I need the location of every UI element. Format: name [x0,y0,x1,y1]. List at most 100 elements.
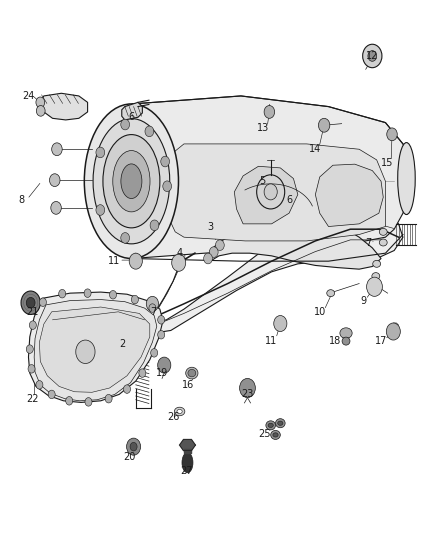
Circle shape [163,181,172,191]
Polygon shape [210,219,381,269]
Circle shape [264,184,277,200]
Text: 21: 21 [27,307,39,317]
Circle shape [158,357,171,373]
Text: 12: 12 [366,51,378,61]
Ellipse shape [373,260,381,267]
Ellipse shape [182,453,193,473]
Ellipse shape [113,150,150,212]
Circle shape [76,340,95,364]
Polygon shape [122,102,142,120]
Circle shape [52,143,62,156]
Text: 24: 24 [22,91,35,101]
Ellipse shape [186,367,198,379]
Text: 7: 7 [150,307,156,317]
Circle shape [39,298,46,306]
Ellipse shape [379,239,387,246]
Circle shape [386,323,400,340]
Ellipse shape [188,369,196,377]
Text: 26: 26 [167,412,179,422]
Circle shape [48,390,55,399]
Ellipse shape [276,419,285,427]
Text: 2: 2 [120,339,126,349]
Text: 4: 4 [177,248,183,258]
Circle shape [36,106,45,116]
Polygon shape [153,208,403,333]
Ellipse shape [273,433,278,437]
Text: 17: 17 [375,336,387,346]
Circle shape [145,126,154,136]
Circle shape [84,289,91,297]
Circle shape [121,232,130,243]
Circle shape [274,316,287,332]
Ellipse shape [177,409,182,414]
Polygon shape [166,144,385,241]
Circle shape [368,51,377,61]
Text: 10: 10 [314,307,326,317]
Circle shape [28,365,35,373]
Circle shape [26,297,35,308]
Text: 23: 23 [241,390,254,399]
Polygon shape [315,164,383,227]
Circle shape [318,118,330,132]
Text: 11: 11 [108,256,120,266]
Ellipse shape [271,431,280,439]
Circle shape [209,247,218,257]
Circle shape [51,201,61,214]
Circle shape [21,291,40,314]
Circle shape [387,128,397,141]
Circle shape [204,253,212,264]
Circle shape [85,398,92,406]
Circle shape [96,147,105,158]
Circle shape [158,316,165,324]
Polygon shape [180,440,195,450]
Circle shape [49,174,60,187]
Circle shape [149,304,156,312]
Ellipse shape [121,164,142,198]
Polygon shape [28,292,163,402]
Text: 27: 27 [180,466,192,476]
Text: 14: 14 [309,144,321,154]
Ellipse shape [103,134,160,228]
Circle shape [36,381,43,389]
Text: 7: 7 [365,238,371,247]
Text: 3: 3 [207,222,213,231]
Circle shape [161,156,170,167]
Circle shape [240,378,255,398]
Circle shape [363,44,382,68]
Circle shape [36,97,45,108]
Text: 20: 20 [123,453,135,462]
Ellipse shape [93,118,170,244]
Text: 25: 25 [259,430,271,439]
Circle shape [129,253,142,269]
Circle shape [127,438,141,455]
Text: 19: 19 [156,368,168,378]
Polygon shape [34,300,157,401]
Ellipse shape [327,290,335,296]
Ellipse shape [372,273,380,279]
Polygon shape [132,96,410,259]
Circle shape [139,369,146,377]
Circle shape [66,397,73,405]
Circle shape [96,205,105,215]
Text: 6: 6 [128,112,134,122]
Circle shape [130,442,137,451]
Ellipse shape [398,142,415,215]
Ellipse shape [268,423,273,427]
Circle shape [146,296,159,311]
Circle shape [264,106,275,118]
Circle shape [215,240,224,251]
Text: 18: 18 [329,336,341,346]
Circle shape [158,330,165,339]
Ellipse shape [342,337,350,345]
Text: 11: 11 [265,336,278,346]
Ellipse shape [174,407,185,416]
Circle shape [131,295,138,304]
Text: 6: 6 [286,195,292,205]
Text: 5: 5 [260,176,266,186]
Ellipse shape [278,421,283,425]
Circle shape [124,385,131,393]
Text: 8: 8 [19,195,25,205]
Ellipse shape [84,104,179,259]
Circle shape [110,290,117,299]
Text: 22: 22 [27,394,39,403]
